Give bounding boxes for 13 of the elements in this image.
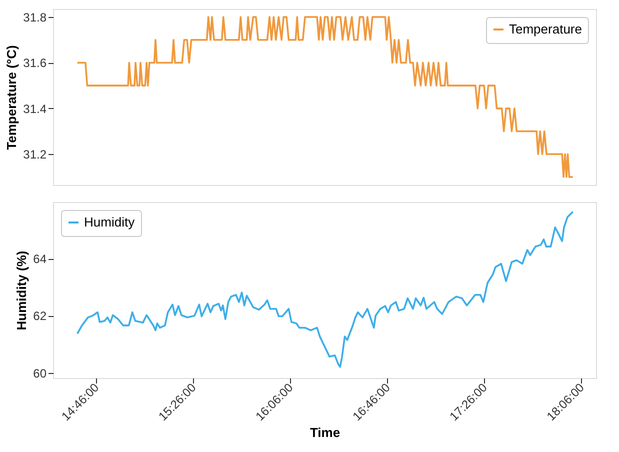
y-axis-title: Humidity (%) [14, 250, 30, 330]
y-tick-label: 31.8 [23, 10, 47, 24]
y-tick-label: 31.4 [23, 102, 47, 116]
y-tick-label: 31.6 [23, 56, 47, 70]
y-tick-label: 60 [33, 366, 47, 380]
x-axis-title: Time [310, 424, 340, 440]
y-tick-label: 64 [33, 252, 47, 266]
legend-label: Humidity [84, 214, 136, 230]
line-series [76, 210, 574, 368]
legend-label: Temperature [509, 22, 582, 36]
y-axis-title: Temperature (°C) [4, 45, 20, 150]
y-tick-label: 31.2 [23, 148, 47, 162]
y-tick-label: 62 [33, 309, 47, 324]
